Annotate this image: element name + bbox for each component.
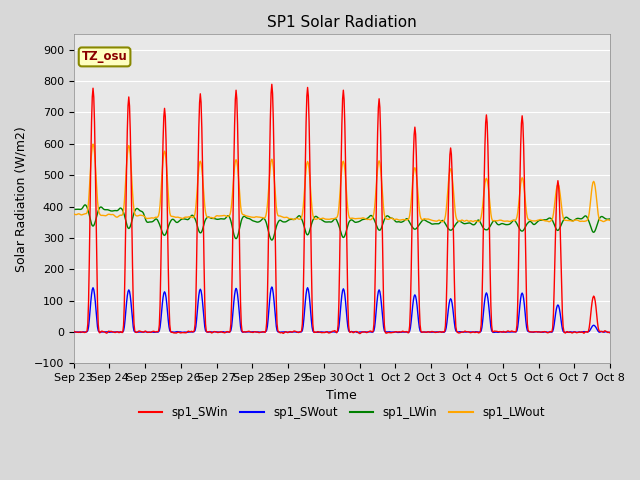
Legend: sp1_SWin, sp1_SWout, sp1_LWin, sp1_LWout: sp1_SWin, sp1_SWout, sp1_LWin, sp1_LWout bbox=[134, 401, 550, 423]
Title: SP1 Solar Radiation: SP1 Solar Radiation bbox=[267, 15, 417, 30]
X-axis label: Time: Time bbox=[326, 389, 357, 402]
Y-axis label: Solar Radiation (W/m2): Solar Radiation (W/m2) bbox=[15, 126, 28, 272]
Text: TZ_osu: TZ_osu bbox=[82, 50, 127, 63]
